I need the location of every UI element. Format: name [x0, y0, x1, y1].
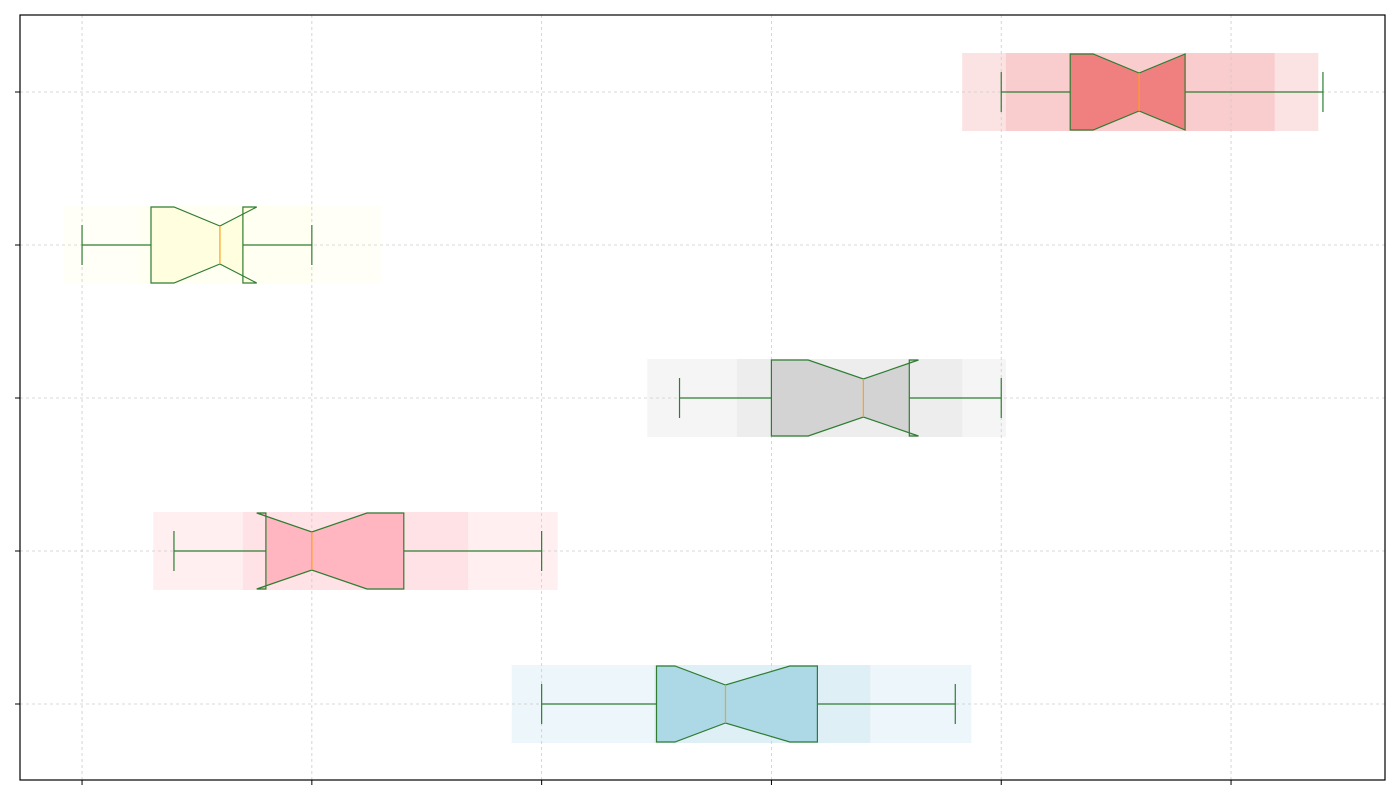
- axis-ticks: [15, 91, 1232, 785]
- box-2: [173, 512, 543, 590]
- box-1: [541, 665, 956, 743]
- box-3: [678, 359, 1002, 437]
- box-4: [81, 206, 313, 284]
- notched-box: [256, 512, 405, 590]
- notched-box: [150, 206, 257, 284]
- grid-lines: [20, 15, 1385, 780]
- box-5: [1000, 53, 1324, 131]
- boxes: [81, 53, 1324, 743]
- notched-box: [1069, 53, 1186, 131]
- notched-box: [770, 359, 919, 437]
- notched-box: [655, 665, 819, 743]
